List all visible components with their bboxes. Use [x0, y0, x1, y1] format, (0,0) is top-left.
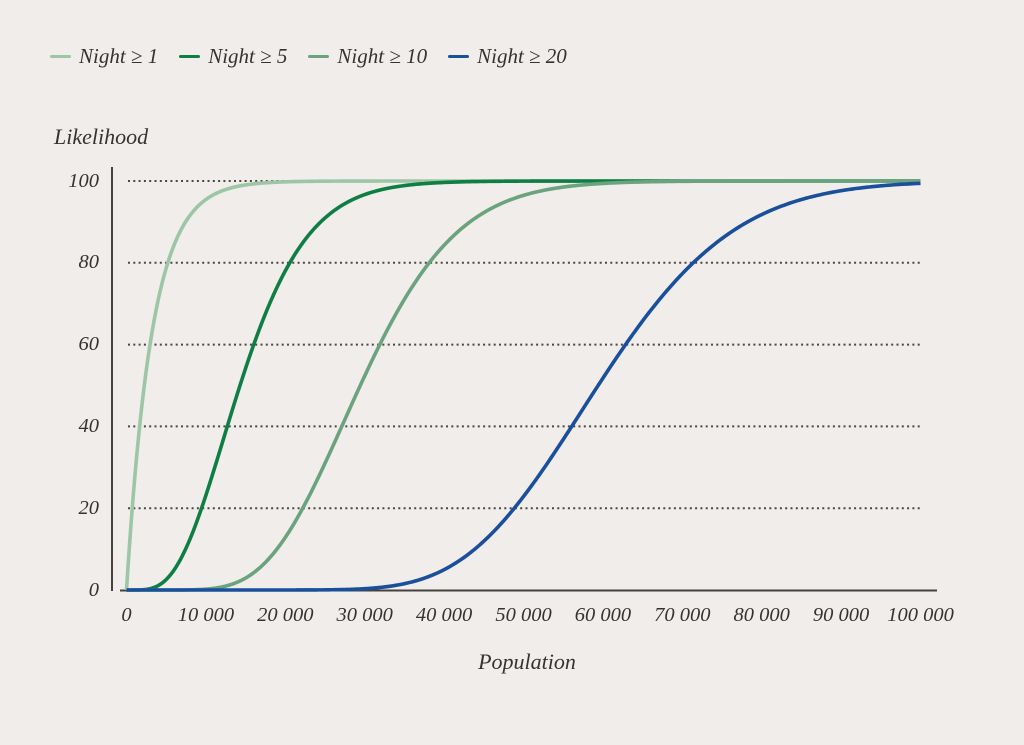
legend-marker-line	[448, 54, 470, 59]
legend: Night ≥ 1 Night ≥ 5 Night ≥ 10 Night ≥ 20	[50, 44, 588, 69]
y-tick-label: 20	[78, 496, 100, 519]
x-tick-label: 0	[121, 604, 132, 626]
curve-night-1	[124, 179, 921, 591]
legend-label: Night ≥ 1	[79, 44, 159, 68]
legend-label: Night ≥ 20	[477, 44, 567, 68]
y-tick-label: 0	[88, 578, 99, 601]
legend-label: Night ≥ 10	[337, 44, 428, 68]
legend-item: Night ≥ 1	[50, 44, 158, 69]
y-tick-label: 100	[68, 169, 99, 192]
x-tick-label: 50 000	[495, 604, 552, 626]
x-tick-label: 30 000	[336, 604, 393, 626]
x-tick-label: 80 000	[733, 604, 790, 626]
legend-item: Night ≥ 20	[448, 44, 567, 69]
x-tick-label: 70 000	[654, 604, 711, 626]
x-tick-label: 90 000	[812, 604, 870, 626]
y-tick-label: 40	[78, 414, 100, 437]
curve-night-20	[126, 181, 921, 592]
x-tick-label: 20 000	[257, 604, 314, 626]
x-tick-label: 40 000	[415, 604, 473, 626]
x-tick-label: 10 000	[177, 604, 235, 626]
legend-marker-line	[179, 54, 201, 59]
legend-item: Night ≥ 5	[179, 44, 287, 69]
legend-marker-line	[50, 54, 71, 59]
curve-night-10	[126, 179, 921, 592]
y-tick-label: 60	[78, 333, 100, 356]
legend-label: Night ≥ 5	[208, 44, 288, 68]
legend-item: Night ≥ 10	[308, 44, 427, 69]
x-tick-label: 100 000	[887, 604, 954, 626]
y-tick-label: 80	[78, 251, 100, 274]
x-axis-title: Population	[478, 649, 576, 674]
legend-marker-line	[308, 54, 330, 59]
curve-night-5	[126, 179, 921, 592]
x-tick-label: 60 000	[574, 604, 632, 626]
y-axis-title: Likelihood	[54, 124, 149, 149]
